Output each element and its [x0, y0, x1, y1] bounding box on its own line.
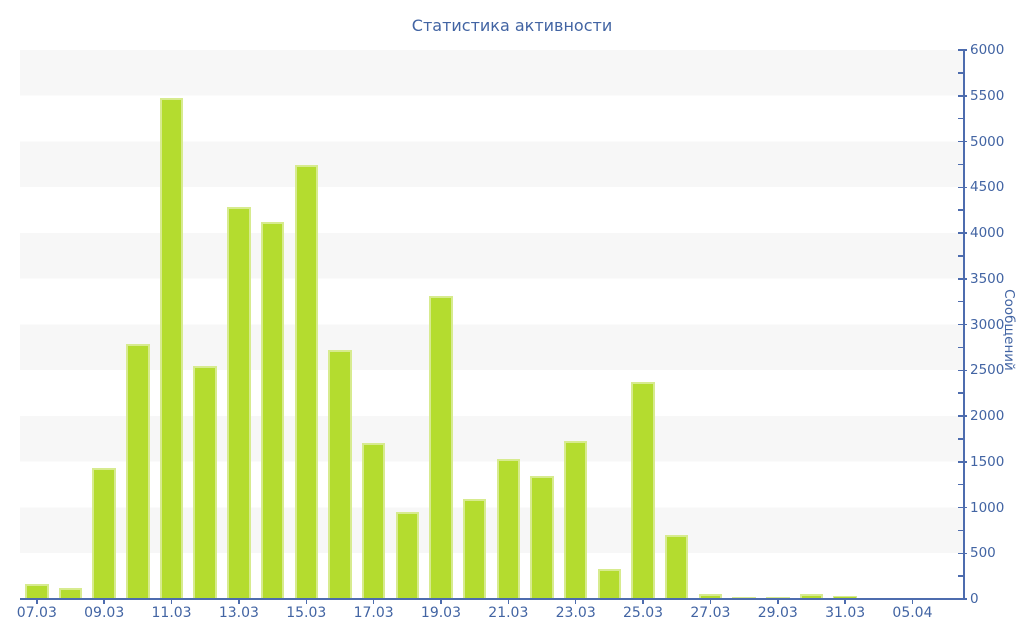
- x-tick-label-31.03: 31.03: [825, 605, 866, 621]
- x-tick-label-13.03: 13.03: [218, 605, 259, 621]
- x-tick-29.03: [777, 599, 779, 604]
- chart-bar-20[interactable]: [698, 594, 723, 599]
- y-tick-5000: [958, 140, 967, 143]
- y-tick-3250: [958, 300, 963, 303]
- x-tick-31.03: [844, 599, 846, 604]
- x-tick-07.03: [36, 599, 38, 604]
- chart-bar-3[interactable]: [126, 344, 150, 599]
- chart-bar-6[interactable]: [227, 207, 251, 599]
- x-tick-label-15.03: 15.03: [286, 605, 327, 621]
- chart-bar-7[interactable]: [260, 222, 285, 599]
- y-tick-3500: [958, 278, 967, 280]
- y-tick-4250: [958, 209, 963, 211]
- chart-bar-10[interactable]: [361, 443, 386, 599]
- x-tick-label-17.03: 17.03: [353, 605, 394, 621]
- y-tick-1000: [958, 506, 967, 509]
- y-tick-label-4000: 4000: [970, 225, 1005, 241]
- y-tick-5500: [958, 95, 967, 97]
- y-tick-750: [958, 529, 963, 532]
- x-tick-11.03: [170, 599, 173, 604]
- y-tick-2500: [958, 369, 967, 371]
- x-tick-label-11.03: 11.03: [151, 605, 192, 621]
- y-tick-label-3000: 3000: [970, 316, 1005, 333]
- x-tick-15.03: [305, 599, 308, 604]
- chart-bar-1[interactable]: [58, 588, 83, 599]
- y-tick-250: [958, 575, 963, 577]
- y-tick-5250: [958, 117, 963, 120]
- y-tick-label-500: 500: [970, 545, 996, 562]
- x-tick-label-19.03: 19.03: [420, 605, 462, 621]
- y-tick-label-5500: 5500: [970, 87, 1005, 104]
- chart-bar-11[interactable]: [395, 512, 420, 599]
- chart-bar-15[interactable]: [530, 476, 554, 599]
- y-tick-2750: [958, 346, 963, 349]
- y-tick-2000: [958, 415, 967, 417]
- x-tick-label-05.04: 05.04: [892, 605, 933, 621]
- x-tick-label-09.03: 09.03: [84, 605, 125, 621]
- y-tick-4500: [958, 186, 967, 188]
- x-tick-label-23.03: 23.03: [555, 605, 596, 621]
- chart-title: Статистика активности: [411, 16, 613, 35]
- y-tick-label-2500: 2500: [970, 362, 1005, 379]
- chart-bar-13[interactable]: [462, 499, 487, 599]
- chart-bar-0[interactable]: [25, 584, 49, 599]
- chart-bar-14[interactable]: [496, 459, 521, 599]
- x-tick-05.04: [911, 599, 914, 604]
- x-tick-label-07.03: 07.03: [16, 605, 57, 621]
- x-tick-label-29.03: 29.03: [757, 605, 798, 621]
- chart-bar-4[interactable]: [159, 98, 184, 599]
- chart-bar-5[interactable]: [193, 366, 217, 599]
- y-tick-label-4500: 4500: [970, 179, 1005, 196]
- y-tick-6000: [958, 49, 967, 51]
- chart-bar-24[interactable]: [833, 596, 857, 599]
- y-tick-4750: [958, 163, 963, 166]
- y-tick-label-5000: 5000: [970, 133, 1005, 150]
- y-tick-1750: [958, 438, 963, 440]
- y-tick-5750: [958, 72, 963, 74]
- x-tick-label-21.03: 21.03: [488, 605, 529, 621]
- x-axis-line: [20, 598, 965, 600]
- x-tick-09.03: [103, 599, 105, 604]
- y-tick-label-1000: 1000: [970, 499, 1005, 516]
- y-tick-label-3500: 3500: [970, 270, 1005, 287]
- chart-bar-18[interactable]: [631, 382, 655, 599]
- y-tick-500: [958, 552, 967, 554]
- y-tick-3750: [958, 255, 963, 257]
- y-tick-1500: [958, 461, 967, 463]
- chart-bar-19[interactable]: [664, 535, 689, 599]
- chart-bar-12[interactable]: [429, 296, 453, 599]
- x-tick-label-25.03: 25.03: [623, 605, 664, 621]
- y-tick-label-6000: 6000: [970, 42, 1005, 58]
- y-tick-0: [958, 598, 967, 600]
- chart-bar-9[interactable]: [328, 350, 352, 599]
- x-tick-21.03: [507, 599, 510, 604]
- y-tick-label-2000: 2000: [970, 408, 1005, 424]
- y-tick-4000: [958, 232, 967, 234]
- x-tick-19.03: [440, 599, 442, 604]
- x-tick-label-27.03: 27.03: [690, 605, 731, 621]
- x-tick-17.03: [372, 599, 375, 604]
- y-axis-title: Сообщений: [1001, 289, 1017, 371]
- x-tick-23.03: [574, 599, 577, 604]
- chart-bar-16[interactable]: [563, 441, 588, 599]
- chart-bar-17[interactable]: [597, 569, 622, 599]
- y-tick-2250: [958, 392, 963, 394]
- chart-bar-2[interactable]: [92, 468, 116, 599]
- x-tick-13.03: [238, 599, 240, 604]
- chart-bar-23[interactable]: [799, 594, 824, 599]
- chart-bar-8[interactable]: [294, 165, 319, 599]
- y-tick-3000: [958, 323, 967, 326]
- y-tick-1250: [958, 483, 963, 486]
- y-tick-label-0: 0: [970, 591, 979, 607]
- y-tick-label-1500: 1500: [970, 453, 1005, 470]
- plot-area: [20, 50, 963, 599]
- x-tick-27.03: [709, 599, 712, 604]
- x-tick-25.03: [642, 599, 644, 604]
